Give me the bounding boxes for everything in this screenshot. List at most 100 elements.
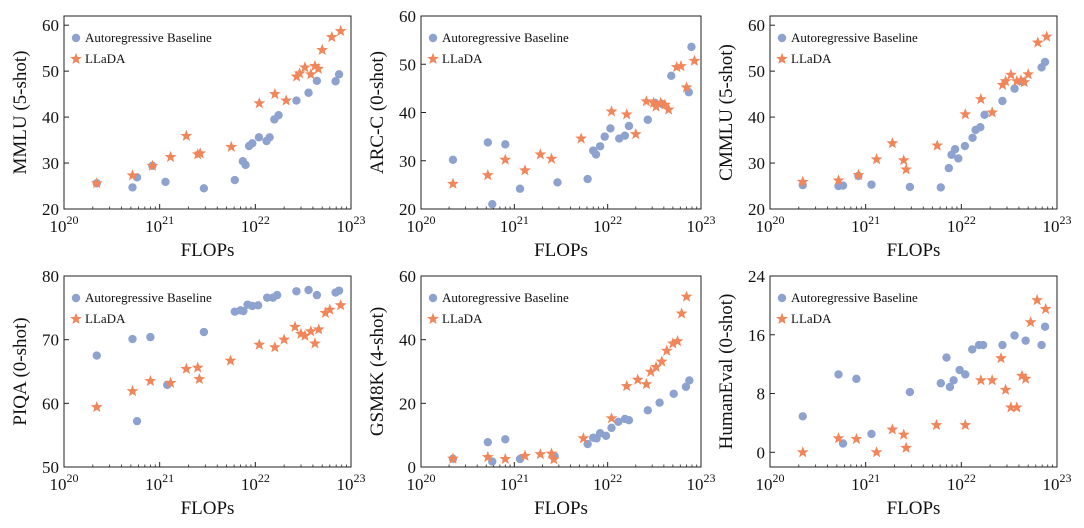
baseline-point — [950, 145, 960, 154]
baseline-point — [998, 96, 1007, 106]
x-tick-label: 1021 — [500, 471, 529, 494]
llada-point — [647, 96, 660, 108]
baseline-point — [942, 353, 951, 362]
llada-point — [675, 59, 687, 72]
llada-point — [644, 365, 657, 377]
llada-point — [146, 159, 159, 171]
legend-llada-marker — [776, 52, 788, 65]
legend-baseline-marker — [428, 293, 438, 303]
baseline-point — [253, 301, 263, 310]
llada-point — [870, 153, 883, 165]
legend: Autoregressive Baseline LLaDA — [427, 290, 569, 326]
baseline-point — [248, 139, 257, 148]
y-axis-label: ARC-C (0-shot) — [367, 51, 388, 174]
llada-point — [278, 333, 291, 345]
y-tick-label: 60 — [399, 267, 416, 286]
legend-baseline-marker — [428, 33, 438, 43]
baseline-point — [968, 345, 977, 354]
baseline-point — [1037, 340, 1046, 350]
llada-point — [1010, 75, 1023, 87]
llada-point — [309, 337, 321, 349]
llada-point — [193, 372, 206, 385]
baseline-point — [1040, 57, 1050, 67]
baseline-point — [624, 121, 634, 131]
y-tick-label: 50 — [42, 62, 59, 81]
y-tick-label: 40 — [42, 108, 59, 127]
llada-point — [671, 335, 684, 347]
legend-llada-label: LLaDA — [85, 311, 126, 326]
llada-point — [605, 412, 618, 424]
llada-point — [1024, 316, 1037, 328]
llada-point — [253, 97, 266, 109]
legend-baseline-marker — [777, 293, 787, 303]
x-tick-label: 1023 — [1043, 471, 1072, 494]
llada-point — [1010, 401, 1023, 413]
plot-frame — [420, 275, 702, 468]
y-axis-label: CMMLU (5-shot) — [716, 44, 737, 181]
y-tick-label: 50 — [42, 458, 59, 477]
baseline-point — [968, 133, 977, 142]
baseline-point — [304, 285, 313, 295]
baseline-point — [1040, 322, 1050, 331]
baseline-point — [128, 334, 137, 344]
llada-point — [534, 148, 547, 160]
y-tick-label: 20 — [399, 394, 416, 413]
llada-point — [1005, 401, 1017, 413]
llada-point — [1031, 294, 1044, 306]
llada-point — [680, 290, 693, 302]
llada-point — [1040, 30, 1053, 42]
llada-point — [323, 303, 336, 315]
baseline-point — [553, 178, 562, 187]
y-tick-label: 24 — [748, 267, 766, 286]
x-tick-label: 1022 — [593, 213, 622, 236]
legend-llada-label: LLaDA — [791, 51, 832, 66]
baseline-point — [998, 340, 1007, 350]
baseline-point — [944, 163, 954, 173]
llada-point — [545, 447, 558, 459]
llada-point — [575, 132, 588, 144]
llada-point — [481, 169, 494, 181]
baseline-point — [954, 154, 963, 163]
baseline-point — [591, 150, 601, 159]
llada-point — [629, 128, 642, 140]
baseline-point — [448, 155, 458, 164]
llada-point — [605, 105, 618, 117]
llada-point — [688, 54, 701, 66]
baseline-point — [312, 290, 322, 300]
y-tick-label: 50 — [399, 55, 416, 74]
legend-llada-marker — [427, 312, 439, 325]
y-tick-label: 40 — [748, 108, 765, 127]
llada-point — [650, 100, 662, 112]
y-axis-label: PIQA (0-shot) — [10, 317, 31, 425]
baseline-point — [483, 437, 493, 447]
llada-point — [897, 428, 910, 440]
llada-point — [986, 106, 999, 118]
baseline-point — [515, 454, 525, 464]
y-tick-label: 50 — [748, 62, 765, 81]
x-axis-label: FLOPs — [887, 240, 941, 261]
llada-point — [620, 379, 633, 392]
llada-point — [519, 164, 531, 176]
legend-baseline-marker — [71, 293, 81, 303]
llada-point — [447, 452, 459, 464]
baseline-point — [304, 88, 313, 97]
legend-llada-label: LLaDA — [791, 311, 832, 326]
llada-point — [796, 446, 809, 458]
llada-point — [959, 108, 972, 120]
llada-point — [900, 163, 913, 175]
x-axis-label: FLOPs — [534, 498, 588, 519]
baseline-point — [643, 115, 652, 124]
y-tick-label: 0 — [408, 458, 417, 477]
baseline-point — [681, 382, 691, 391]
llada-point — [295, 327, 307, 339]
y-tick-label: 60 — [399, 7, 416, 26]
x-tick-label: 1022 — [947, 471, 976, 494]
baseline-point — [230, 175, 239, 185]
llada-point — [654, 96, 667, 108]
baseline-point — [292, 96, 301, 105]
llada-point — [670, 60, 683, 73]
baseline-point — [483, 138, 493, 147]
x-tick-label: 1020 — [756, 471, 785, 494]
